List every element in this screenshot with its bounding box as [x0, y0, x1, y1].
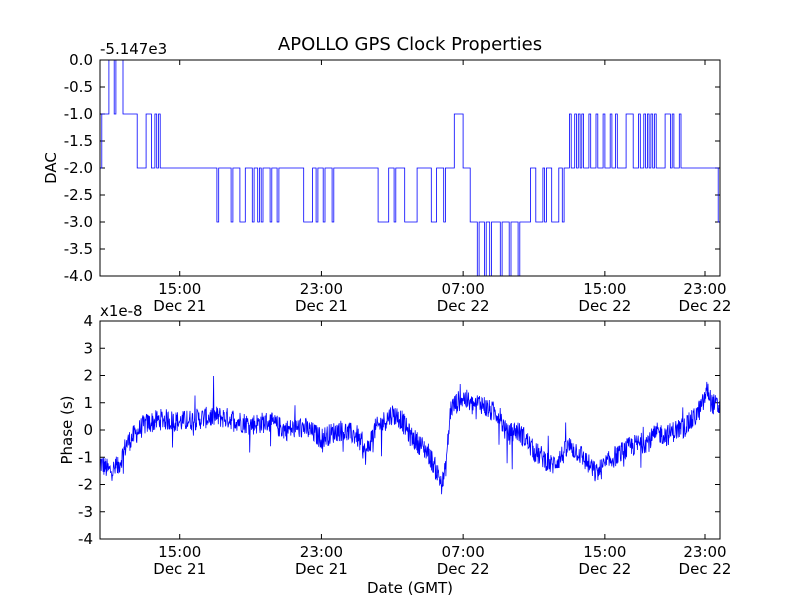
chart-title: APOLLO GPS Clock Properties [278, 34, 542, 55]
phase-xtick-label-date: Dec 21 [295, 560, 348, 578]
phase-xtick-label-time: 23:00 [683, 543, 726, 561]
dac-axes-frame [99, 59, 721, 277]
phase-axes-frame [99, 320, 721, 540]
dac-ytick-label: -1.5 [64, 132, 93, 150]
phase-xtick-label-time: 15:00 [583, 543, 626, 561]
phase-series-line [99, 375, 721, 495]
phase-ytick-label: 1 [83, 394, 93, 412]
dac-ytick-label: 0.0 [69, 51, 93, 69]
dac-ytick-label: -2.5 [64, 186, 93, 204]
phase-ytick-label: 0 [83, 421, 93, 439]
phase-xlabel: Date (GMT) [367, 579, 453, 597]
dac-ytick-label: -2.0 [64, 159, 93, 177]
dac-xtick-label-date: Dec 21 [295, 297, 348, 315]
dac-panel: -5.147e3 DAC 0.0 -0.5 -1.0 -1.5 -2.0 -2.5 -3.0… [42, 40, 731, 315]
dac-ytick-label: -3.0 [64, 213, 93, 231]
dac-ylabel: DAC [42, 152, 60, 184]
dac-xtick-label-date: Dec 21 [153, 297, 206, 315]
dac-ytick-label: -4.0 [64, 267, 93, 285]
phase-ytick-label: 2 [83, 367, 93, 385]
phase-ytick-label: 3 [83, 339, 93, 357]
dac-xtick-label-date: Dec 22 [578, 297, 631, 315]
dac-ytick-label: -1.0 [64, 105, 93, 123]
dac-xtick-label-time: 23:00 [683, 280, 726, 298]
dac-xtick-label-time: 07:00 [442, 280, 485, 298]
dac-xtick-label-date: Dec 22 [437, 297, 490, 315]
phase-xtick-label-time: 15:00 [158, 543, 201, 561]
dac-ytick-label: -3.5 [64, 240, 93, 258]
dac-xtick-label-date: Dec 22 [679, 297, 732, 315]
phase-xtick-label-time: 23:00 [300, 543, 343, 561]
dac-xtick-label-time: 15:00 [158, 280, 201, 298]
phase-xtick-label-time: 07:00 [442, 543, 485, 561]
dac-offset-text: -5.147e3 [100, 40, 167, 58]
phase-xtick-label-date: Dec 21 [153, 560, 206, 578]
phase-xtick-label-date: Dec 22 [437, 560, 490, 578]
phase-offset-text: x1e-8 [100, 302, 143, 320]
phase-ytick-label: -4 [78, 530, 93, 548]
phase-ylabel: Phase (s) [58, 395, 76, 464]
phase-ytick-label: -3 [78, 503, 93, 521]
phase-xtick-label-date: Dec 22 [679, 560, 732, 578]
dac-ytick-label: -0.5 [64, 78, 93, 96]
phase-ytick-label: -1 [78, 448, 93, 466]
dac-xtick-label-time: 15:00 [583, 280, 626, 298]
dac-xtick-label-time: 23:00 [300, 280, 343, 298]
phase-ytick-label: -2 [78, 476, 93, 494]
phase-xtick-label-date: Dec 22 [578, 560, 631, 578]
phase-ytick-label: 4 [83, 312, 93, 330]
